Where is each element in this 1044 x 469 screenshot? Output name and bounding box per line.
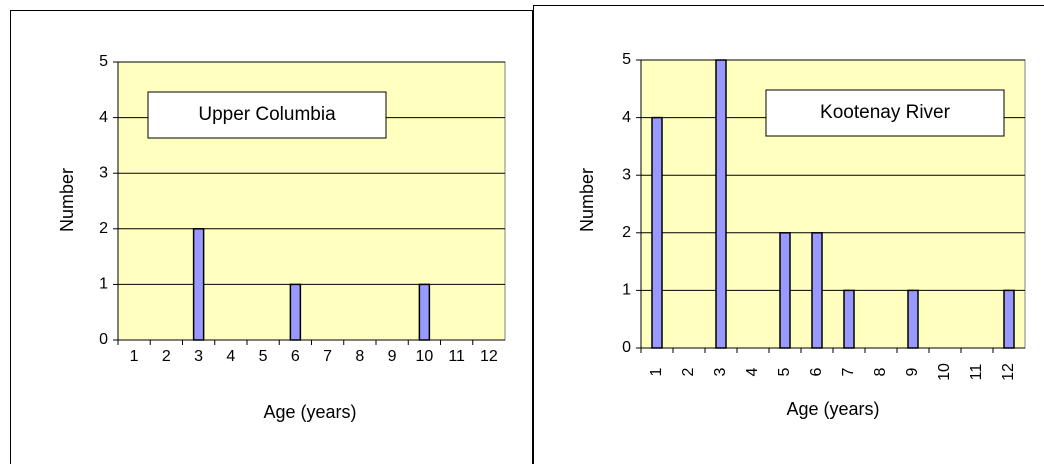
bar bbox=[419, 284, 429, 340]
x-tick-label: 12 bbox=[1000, 363, 1017, 381]
x-tick-label: 4 bbox=[226, 348, 235, 365]
chart-title: Upper Columbia bbox=[198, 104, 336, 125]
x-tick-label: 7 bbox=[323, 348, 332, 365]
bar bbox=[908, 290, 918, 348]
bar bbox=[716, 60, 726, 348]
x-axis-label: Age (years) bbox=[786, 399, 879, 419]
bar bbox=[812, 233, 822, 348]
bar bbox=[844, 290, 854, 348]
bar bbox=[1004, 290, 1014, 348]
x-tick-label: 3 bbox=[712, 367, 729, 376]
y-tick-label: 4 bbox=[99, 109, 108, 126]
y-tick-label: 2 bbox=[622, 224, 631, 241]
y-tick-label: 1 bbox=[622, 282, 631, 299]
x-tick-label: 1 bbox=[648, 367, 665, 376]
x-tick-label: 6 bbox=[808, 367, 825, 376]
y-tick-label: 2 bbox=[99, 220, 108, 237]
y-axis-label: Number bbox=[577, 168, 597, 232]
bar bbox=[652, 118, 662, 348]
y-tick-label: 3 bbox=[622, 166, 631, 183]
bar bbox=[780, 233, 790, 348]
x-tick-label: 1 bbox=[130, 348, 139, 365]
x-tick-label: 7 bbox=[840, 367, 857, 376]
x-tick-label: 4 bbox=[744, 367, 761, 376]
y-tick-label: 5 bbox=[622, 51, 631, 68]
y-tick-label: 0 bbox=[622, 339, 631, 356]
y-tick-label: 4 bbox=[622, 109, 631, 126]
x-tick-label: 5 bbox=[259, 348, 268, 365]
x-tick-label: 11 bbox=[968, 364, 985, 381]
x-tick-label: 8 bbox=[872, 367, 889, 376]
x-tick-label: 3 bbox=[194, 348, 203, 365]
x-tick-label: 10 bbox=[936, 363, 953, 381]
y-tick-label: 5 bbox=[99, 53, 108, 70]
x-tick-label: 8 bbox=[355, 348, 364, 365]
y-axis-label: Number bbox=[57, 168, 77, 232]
x-tick-label: 9 bbox=[388, 348, 397, 365]
x-tick-label: 10 bbox=[415, 348, 433, 365]
x-tick-label: 11 bbox=[448, 348, 465, 365]
y-tick-label: 3 bbox=[99, 164, 108, 181]
x-tick-label: 12 bbox=[480, 348, 498, 365]
x-tick-label: 9 bbox=[904, 367, 921, 376]
x-axis-label: Age (years) bbox=[263, 402, 356, 422]
bar bbox=[290, 284, 300, 340]
x-tick-label: 2 bbox=[680, 367, 697, 376]
chart-title: Kootenay River bbox=[820, 102, 951, 123]
y-tick-label: 1 bbox=[99, 276, 108, 293]
x-tick-label: 2 bbox=[162, 348, 171, 365]
x-tick-label: 6 bbox=[291, 348, 300, 365]
bar bbox=[194, 229, 204, 340]
y-tick-label: 0 bbox=[99, 331, 108, 348]
x-tick-label: 5 bbox=[776, 367, 793, 376]
